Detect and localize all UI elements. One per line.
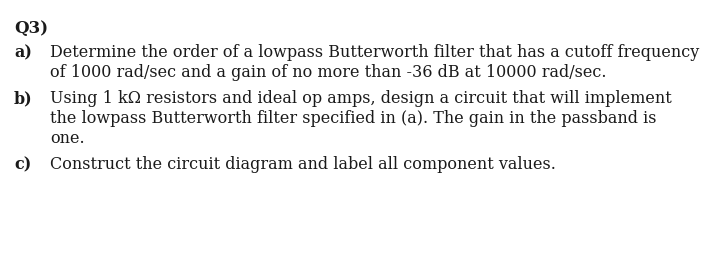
Text: b): b) bbox=[14, 90, 32, 107]
Text: Determine the order of a lowpass Butterworth filter that has a cutoff frequency: Determine the order of a lowpass Butterw… bbox=[50, 44, 699, 61]
Text: Using 1 kΩ resistors and ideal op amps, design a circuit that will implement: Using 1 kΩ resistors and ideal op amps, … bbox=[50, 90, 672, 107]
Text: a): a) bbox=[14, 44, 32, 61]
Text: Q3): Q3) bbox=[14, 20, 48, 37]
Text: Construct the circuit diagram and label all component values.: Construct the circuit diagram and label … bbox=[50, 156, 556, 173]
Text: one.: one. bbox=[50, 130, 85, 147]
Text: of 1000 rad/sec and a gain of no more than -36 dB at 10000 rad/sec.: of 1000 rad/sec and a gain of no more th… bbox=[50, 64, 606, 81]
Text: c): c) bbox=[14, 156, 31, 173]
Text: the lowpass Butterworth filter specified in (a). The gain in the passband is: the lowpass Butterworth filter specified… bbox=[50, 110, 657, 127]
